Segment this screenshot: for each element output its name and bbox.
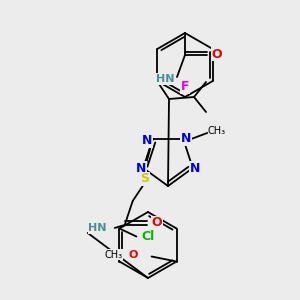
Text: N: N — [142, 134, 152, 148]
Text: O: O — [129, 250, 138, 260]
Text: S: S — [140, 172, 149, 185]
Text: N: N — [136, 161, 146, 175]
Text: O: O — [152, 217, 162, 230]
Text: F: F — [181, 80, 189, 94]
Text: CH₃: CH₃ — [207, 126, 225, 136]
Text: Cl: Cl — [142, 230, 155, 243]
Text: N: N — [190, 161, 200, 175]
Text: HN: HN — [156, 74, 174, 84]
Text: O: O — [212, 47, 222, 61]
Text: HN: HN — [88, 223, 107, 233]
Text: N: N — [181, 133, 191, 146]
Text: CH₃: CH₃ — [104, 250, 123, 260]
